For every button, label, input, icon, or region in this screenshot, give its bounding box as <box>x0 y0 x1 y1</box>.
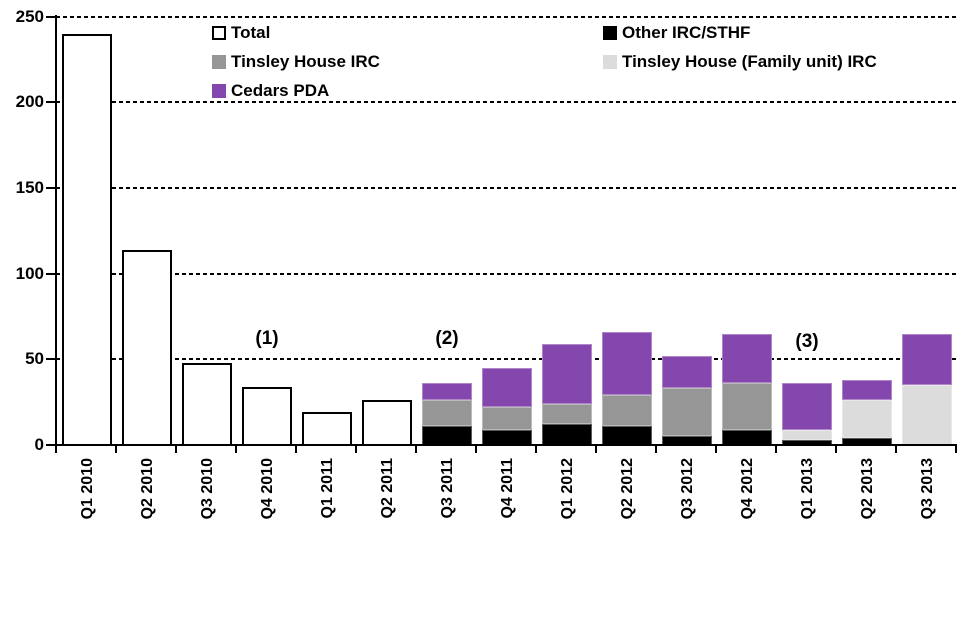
y-axis-tick-100 <box>46 272 58 275</box>
legend-label-tinsley-house-irc: Tinsley House IRC <box>231 52 380 71</box>
bar-q3-2012-cedars-pda <box>662 355 712 389</box>
bar-q3-2010-total <box>182 362 232 446</box>
x-axis-label-q2-2012: Q2 2012 <box>619 458 636 520</box>
y-axis-line <box>55 15 57 446</box>
legend-swatch-cedars-pda <box>212 84 226 98</box>
x-axis-tick-8 <box>535 446 537 453</box>
x-axis-label-q1-2011: Q1 2011 <box>319 458 336 519</box>
x-axis-tick-12 <box>775 446 777 453</box>
gridline-150 <box>56 186 956 189</box>
x-axis-tick-1 <box>115 446 117 453</box>
bar-q4-2011-tinsley-house-irc <box>482 407 532 430</box>
x-axis-label-q4-2012: Q4 2012 <box>739 458 756 520</box>
y-axis-tick-250 <box>46 15 58 18</box>
bar-q3-2013-cedars-pda <box>902 333 952 385</box>
x-axis-label-q4-2010: Q4 2010 <box>259 458 276 520</box>
legend-swatch-other-irc-sthf <box>603 26 617 40</box>
bar-q3-2011-tinsley-house-irc <box>422 400 472 427</box>
x-axis-tick-11 <box>715 446 717 453</box>
x-axis-label-q2-2013: Q2 2013 <box>859 458 876 520</box>
x-axis-tick-5 <box>355 446 357 453</box>
bar-q1-2012-tinsley-house-irc <box>542 403 592 425</box>
y-axis-label-150: 150 <box>15 177 44 197</box>
bar-q1-2013-other-irc-sthf <box>782 439 832 445</box>
y-axis-tick-200 <box>46 101 58 104</box>
legend-label-total: Total <box>231 23 271 42</box>
x-axis-label-q3-2012: Q3 2012 <box>679 458 696 520</box>
y-axis-tick-150 <box>46 186 58 189</box>
annotation-3: (3) <box>795 331 819 353</box>
bar-q2-2012-cedars-pda <box>602 331 652 396</box>
bar-q2-2013-cedars-pda <box>842 379 892 401</box>
bar-q3-2011-other-irc-sthf <box>422 426 472 445</box>
bar-q2-2011-total <box>362 400 412 446</box>
y-axis-tick-50 <box>46 358 58 361</box>
y-axis-tick-0 <box>46 444 58 446</box>
x-axis-tick-13 <box>835 446 837 453</box>
bar-q1-2012-cedars-pda <box>542 343 592 404</box>
gridline-50 <box>56 358 956 361</box>
bar-q4-2011-other-irc-sthf <box>482 429 532 445</box>
gridline-200 <box>56 101 956 104</box>
bar-q3-2012-tinsley-house-irc <box>662 388 712 437</box>
bar-q4-2010-total <box>242 386 292 446</box>
bar-q4-2012-cedars-pda <box>722 333 772 384</box>
bar-q2-2010-total <box>122 249 172 446</box>
x-axis-tick-2 <box>175 446 177 453</box>
x-axis-tick-15 <box>955 446 957 453</box>
bar-q3-2012-other-irc-sthf <box>662 436 712 445</box>
x-axis-tick-0 <box>55 446 57 453</box>
legend-swatch-tinsley-house-irc <box>212 55 226 69</box>
gridline-100 <box>56 272 956 275</box>
bar-q2-2012-tinsley-house-irc <box>602 395 652 427</box>
bar-q1-2013-tinsley-house-family-unit-irc <box>782 429 832 440</box>
bar-q4-2012-tinsley-house-irc <box>722 383 772 430</box>
bar-q2-2013-other-irc-sthf <box>842 438 892 445</box>
bar-q2-2012-other-irc-sthf <box>602 426 652 445</box>
x-axis-label-q4-2011: Q4 2011 <box>499 458 516 519</box>
legend-label-cedars-pda: Cedars PDA <box>231 81 330 100</box>
x-axis-label-q3-2011: Q3 2011 <box>439 458 456 519</box>
y-axis-label-0: 0 <box>34 435 44 454</box>
x-axis-tick-4 <box>295 446 297 453</box>
legend-swatch-tinsley-house-family-unit-irc <box>603 55 617 69</box>
x-axis-tick-3 <box>235 446 237 453</box>
x-axis-tick-7 <box>475 446 477 453</box>
x-axis-label-q3-2010: Q3 2010 <box>199 458 216 520</box>
legend-label-other-irc-sthf: Other IRC/STHF <box>622 23 751 42</box>
bar-q1-2011-total <box>302 412 352 446</box>
y-axis-label-200: 200 <box>15 92 44 112</box>
y-axis-label-50: 50 <box>25 349 44 369</box>
x-axis-label-q1-2013: Q1 2013 <box>799 458 816 520</box>
y-axis-label-100: 100 <box>15 263 44 283</box>
bar-q2-2013-tinsley-house-family-unit-irc <box>842 400 892 439</box>
bar-q1-2010-total <box>62 33 112 446</box>
gridline-250 <box>56 15 956 18</box>
bar-q4-2011-cedars-pda <box>482 367 532 408</box>
bar-q4-2012-other-irc-sthf <box>722 429 772 445</box>
x-axis-tick-9 <box>595 446 597 453</box>
x-axis-line <box>48 444 957 446</box>
bar-q1-2012-other-irc-sthf <box>542 424 592 445</box>
bar-q3-2011-cedars-pda <box>422 383 472 401</box>
x-axis-tick-6 <box>415 446 417 453</box>
x-axis-tick-14 <box>895 446 897 453</box>
bar-q3-2013-tinsley-house-family-unit-irc <box>902 385 952 445</box>
annotation-1: (1) <box>255 327 279 349</box>
x-axis-label-q2-2010: Q2 2010 <box>139 458 156 520</box>
annotation-2: (2) <box>435 327 459 349</box>
x-axis-label-q3-2013: Q3 2013 <box>919 458 936 520</box>
x-axis-label-q1-2010: Q1 2010 <box>79 458 96 520</box>
x-axis-label-q2-2011: Q2 2011 <box>379 458 396 519</box>
x-axis-label-q1-2012: Q1 2012 <box>559 458 576 520</box>
legend-label-tinsley-house-family-unit-irc: Tinsley House (Family unit) IRC <box>622 52 877 71</box>
y-axis-label-250: 250 <box>15 6 44 26</box>
legend-swatch-total <box>212 26 226 40</box>
x-axis-tick-10 <box>655 446 657 453</box>
bar-q1-2013-cedars-pda <box>782 383 832 430</box>
